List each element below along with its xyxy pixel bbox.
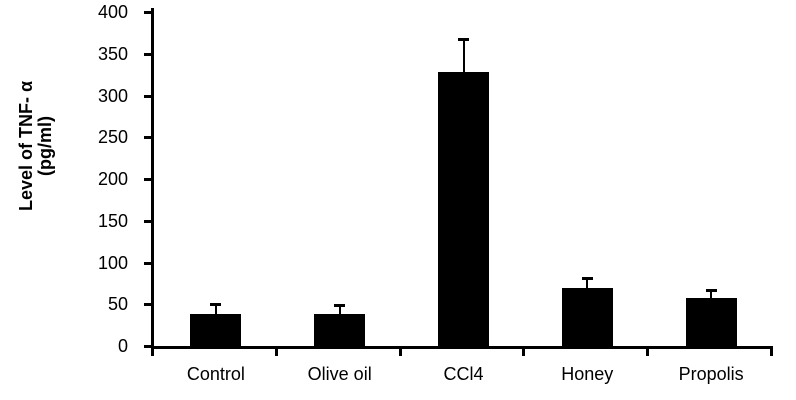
error-bar-stem (586, 278, 589, 288)
error-bar-cap (334, 304, 346, 308)
y-tick-label: 300 (97, 85, 128, 106)
y-tick-mark (144, 11, 152, 14)
x-tick-mark (151, 346, 154, 356)
x-tick-mark (646, 346, 650, 356)
bar-control (190, 314, 242, 346)
x-tick-mark (274, 346, 278, 356)
y-tick-label: 0 (117, 336, 128, 356)
x-category-label: CCl4 (443, 364, 484, 384)
y-tick-label: 200 (97, 169, 128, 189)
x-tick-mark (522, 346, 526, 356)
y-tick-mark (144, 303, 152, 307)
y-tick-label: 400 (97, 2, 128, 22)
x-tick-mark (770, 346, 773, 356)
bar-honey (561, 287, 613, 346)
x-category-label: Olive oil (307, 364, 372, 384)
error-bar-cap (458, 37, 469, 41)
error-bar-stem (710, 290, 713, 298)
y-tick-mark (144, 52, 152, 56)
y-tick-mark (144, 345, 152, 348)
y-tick-mark (144, 261, 152, 265)
error-bar-cap (581, 277, 593, 281)
y-tick-label: 250 (97, 127, 128, 148)
bar-propolis (685, 297, 737, 346)
error-bar-cap (210, 303, 222, 307)
error-bar-stem (214, 304, 217, 315)
y-tick-mark (144, 178, 152, 181)
x-category-label: Propolis (678, 364, 744, 384)
x-axis-line (151, 346, 773, 349)
x-category-label: Control (186, 364, 245, 384)
y-tick-mark (144, 219, 152, 223)
x-tick-mark (398, 346, 402, 356)
bar-ccl4 (438, 72, 489, 346)
y-axis-title-line1: Level of TNF- α (16, 80, 36, 212)
error-bar-stem (338, 305, 341, 315)
error-bar-cap (705, 289, 717, 293)
bar-olive-oil (314, 314, 366, 346)
y-tick-mark (144, 94, 152, 98)
x-category-label: Honey (561, 364, 614, 384)
y-tick-label: 100 (97, 252, 128, 273)
error-bar-stem (462, 38, 465, 73)
y-tick-label: 350 (97, 43, 128, 64)
y-tick-mark (144, 136, 152, 140)
y-axis-line (151, 8, 154, 349)
y-tick-label: 50 (107, 294, 128, 315)
y-tick-label: 150 (97, 210, 128, 231)
